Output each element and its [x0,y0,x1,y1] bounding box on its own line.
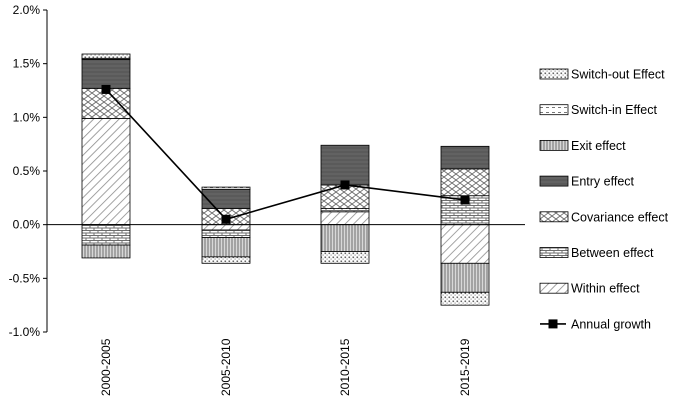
bar-segment-between-effect-2010-2015 [320,208,370,213]
y-tick-label: -1.0% [9,325,41,339]
legend: Switch-out Effect Switch-in Effect Exit ef… [539,68,669,331]
legend-swatch-switch-in-effect [539,104,569,116]
bar-segment-within-effect-2005-2010 [201,224,251,231]
legend-swatch-between-effect [539,247,569,258]
y-axis: -1.0% -0.5% 0.0% 0.5% 1.0% 1.5% 2.0% [9,3,48,339]
legend-swatch-exit-effect [539,139,569,151]
legend-swatch-covariance-effect [539,211,569,223]
bar-segment-exit-effect-2015-2019 [440,262,490,293]
bar-segment-entry-effect-2000-2005 [81,58,131,89]
legend-label: Between effect [571,246,654,260]
growth-marker [221,214,231,224]
bar-segment-within-effect-2015-2019 [440,224,490,264]
x-tick-label: 2015-2019 [458,338,472,396]
bar-segment-entry-effect-2015-2019 [440,145,490,170]
y-tick-label: 1.5% [13,57,41,71]
bar-segment-covariance-effect-2015-2019 [440,168,490,197]
bar-segment-exit-effect-2000-2005 [81,244,131,259]
legend-label: Switch-in Effect [571,103,657,117]
legend-swatch-entry-effect [539,175,569,187]
x-axis: 2000-2005 2005-2010 2010-2015 2015-2019 [99,338,472,396]
legend-label: Within effect [571,282,640,296]
x-tick-label: 2005-2010 [219,338,233,396]
growth-marker [101,84,111,94]
y-tick-label: 0.5% [13,164,41,178]
bar-segment-switch-out-effect-2010-2015 [320,251,370,264]
bar-segment-switch-in-effect-2005-2010 [201,186,251,190]
bar-segment-between-effect-2005-2010 [201,229,251,238]
bar-segment-exit-effect-2010-2015 [320,224,370,252]
bar-segment-switch-out-effect-2000-2005 [81,53,131,59]
bar-segment-within-effect-2000-2005 [81,118,131,226]
x-tick-label: 2000-2005 [99,338,113,396]
legend-marker [548,319,558,329]
bar-segment-switch-out-effect-2005-2010 [201,256,251,264]
annual-growth-line [101,84,470,224]
legend-label: Covariance effect [571,210,669,224]
bar-segment-exit-effect-2005-2010 [201,237,251,258]
y-tick-label: 1.0% [13,110,41,124]
bar-segment-within-effect-2010-2015 [320,211,370,226]
y-tick-label: 0.0% [13,218,41,232]
legend-label: Annual growth [571,317,651,331]
y-tick-label: 2.0% [13,3,41,17]
y-tick-label: -0.5% [9,271,41,285]
stacked-bars [81,53,490,306]
bar-segment-entry-effect-2005-2010 [201,188,251,209]
growth-marker [340,180,350,190]
legend-swatch-switch-out-effect [539,68,569,80]
bar-segment-switch-out-effect-2015-2019 [440,291,490,306]
growth-polyline [105,88,466,221]
legend-swatch-within-effect [539,282,569,294]
bar-segment-entry-effect-2010-2015 [320,144,370,186]
growth-marker [460,195,470,205]
legend-label: Switch-out Effect [571,68,665,82]
bar-segment-between-effect-2000-2005 [81,224,131,246]
x-tick-label: 2010-2015 [338,338,352,396]
legend-label: Exit effect [571,139,626,153]
legend-label: Entry effect [571,175,635,189]
